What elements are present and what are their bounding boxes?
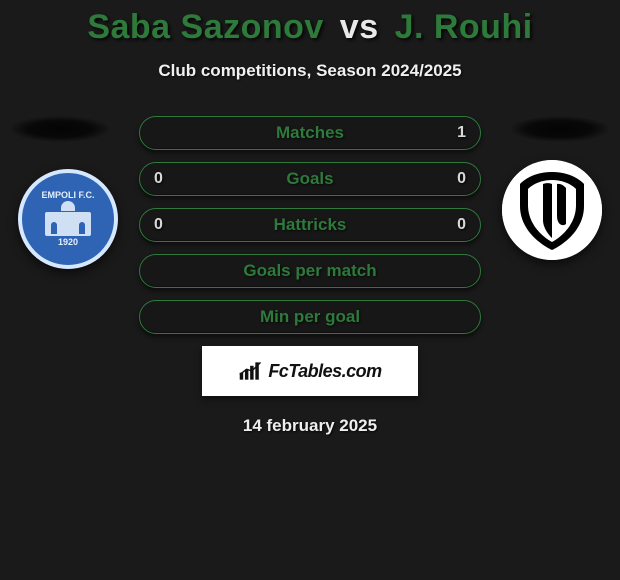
stat-row: 0 Goals 0: [139, 162, 481, 196]
stat-value-right: 1: [457, 124, 466, 142]
stat-value-left: 0: [154, 170, 163, 188]
stat-label: Goals: [286, 169, 333, 189]
subtitle: Club competitions, Season 2024/2025: [0, 61, 620, 81]
juventus-logo-icon: [502, 160, 602, 260]
team2-crest: [502, 160, 602, 260]
comparison-stage: EMPOLI F.C. 1920 Matches 1 0 Goals 0 0 H…: [0, 116, 620, 436]
stat-label: Matches: [276, 123, 344, 143]
stat-label: Goals per match: [243, 261, 376, 281]
stat-row: Matches 1: [139, 116, 481, 150]
stat-label: Hattricks: [274, 215, 347, 235]
crest-dome-icon: [61, 201, 75, 211]
team1-crest-top-text: EMPOLI F.C.: [41, 191, 94, 201]
player1-head-shadow: [10, 116, 110, 142]
team1-crest-year: 1920: [41, 238, 94, 248]
stat-value-right: 0: [457, 170, 466, 188]
stat-value-right: 0: [457, 216, 466, 234]
stat-row: Goals per match: [139, 254, 481, 288]
brand-text: FcTables.com: [268, 361, 381, 382]
bar-chart-icon: [238, 360, 264, 382]
player2-name: J. Rouhi: [395, 8, 533, 46]
crest-building-icon: [45, 212, 91, 236]
team1-crest: EMPOLI F.C. 1920: [18, 169, 118, 269]
stat-row: 0 Hattricks 0: [139, 208, 481, 242]
comparison-title: Saba Sazonov vs J. Rouhi: [0, 0, 620, 47]
vs-text: vs: [340, 8, 379, 46]
stat-row: Min per goal: [139, 300, 481, 334]
stat-value-left: 0: [154, 216, 163, 234]
brand-box: FcTables.com: [202, 346, 418, 396]
date-text: 14 february 2025: [0, 416, 620, 436]
team1-crest-inner: EMPOLI F.C. 1920: [41, 191, 94, 248]
player2-head-shadow: [510, 116, 610, 142]
stat-rows: Matches 1 0 Goals 0 0 Hattricks 0 Goals …: [139, 116, 481, 334]
player1-name: Saba Sazonov: [87, 8, 324, 46]
stat-label: Min per goal: [260, 307, 360, 327]
